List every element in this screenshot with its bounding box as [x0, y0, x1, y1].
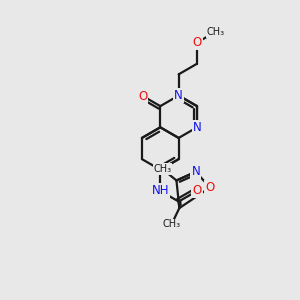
Text: N: N	[191, 165, 200, 178]
Text: O: O	[192, 36, 202, 49]
Text: CH₃: CH₃	[206, 27, 224, 37]
Text: CH₃: CH₃	[153, 164, 172, 174]
Text: O: O	[138, 90, 148, 103]
Text: O: O	[192, 184, 202, 197]
Text: O: O	[206, 181, 214, 194]
Text: NH: NH	[152, 184, 169, 197]
Text: CH₃: CH₃	[163, 219, 181, 229]
Text: N: N	[174, 89, 183, 102]
Text: N: N	[193, 121, 201, 134]
